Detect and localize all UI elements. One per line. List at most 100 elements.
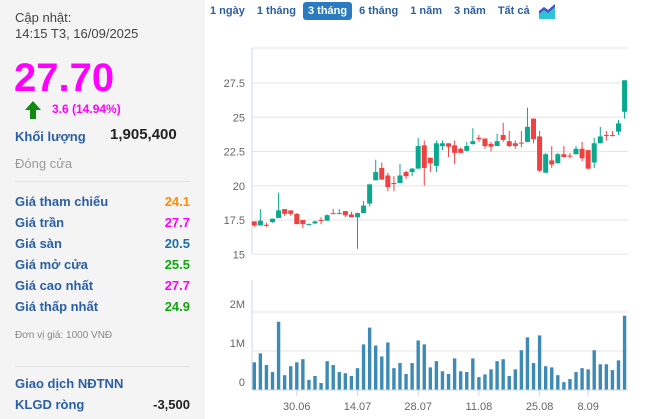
candle-body: [512, 143, 518, 147]
tab-range[interactable]: 3 năm: [454, 5, 486, 17]
volume-bar: [331, 365, 335, 390]
candle-body: [543, 154, 549, 173]
area-chart-icon[interactable]: [538, 3, 555, 19]
candle-body: [348, 214, 354, 218]
candle-body: [506, 141, 512, 147]
candle-body: [524, 126, 530, 142]
info-row-label: Giá mở cửa: [15, 257, 88, 272]
candle-body: [482, 138, 488, 147]
candle-body: [385, 175, 391, 188]
candle-body: [361, 205, 367, 214]
volume-bar: [483, 374, 487, 390]
candle-body: [433, 143, 439, 166]
candle-body: [312, 221, 318, 224]
candle-body: [324, 215, 330, 221]
y-tick-label: 15: [233, 249, 245, 261]
candle-body: [427, 157, 433, 164]
volume-tick-label: 1M: [230, 338, 245, 350]
tab-range[interactable]: Tất cả: [497, 5, 530, 17]
volume-bar: [422, 344, 426, 390]
candle-body: [622, 80, 628, 112]
volume-bar: [276, 321, 281, 390]
volume-bar: [531, 363, 536, 390]
volume-bar: [434, 361, 439, 390]
y-tick-label: 25: [233, 112, 245, 124]
y-tick-label: 17.5: [224, 215, 245, 227]
y-tick-label: 27.5: [224, 78, 245, 90]
volume-bar: [398, 363, 402, 390]
candle-body: [318, 220, 324, 221]
info-row-value: 20.5: [164, 236, 190, 251]
tab-range[interactable]: 6 tháng: [359, 5, 399, 17]
volume-bar: [507, 375, 511, 390]
volume-bar: [307, 379, 311, 390]
volume-bar: [568, 379, 572, 390]
divider: [15, 366, 190, 367]
volume-bar: [543, 366, 548, 390]
volume-bar: [343, 373, 348, 390]
stock-info-panel: Cập nhật: 14:15 T3, 16/09/2025 27.70 3.6…: [0, 0, 205, 419]
x-tick-label: 14.07: [344, 401, 372, 413]
volume-bar: [525, 337, 530, 390]
candle-body: [603, 135, 609, 137]
candle-body: [488, 143, 494, 147]
net-volume-value: -3,500: [153, 397, 190, 412]
y-tick-label: 22.5: [224, 147, 245, 159]
info-row-label: Giá trần: [15, 215, 65, 230]
tab-range[interactable]: 1 năm: [410, 5, 443, 17]
candle-body: [464, 146, 470, 151]
volume-bar: [325, 361, 329, 390]
candle-body: [549, 160, 555, 165]
info-row-label: Giá cao nhất: [15, 278, 94, 293]
candle-body: [336, 213, 342, 215]
tab-range[interactable]: 1 tháng: [256, 5, 296, 17]
volume-bar: [592, 350, 596, 390]
candle-body: [397, 175, 403, 184]
info-row-value: 27.7: [164, 215, 190, 230]
volume-bar: [495, 361, 499, 390]
volume-bar: [446, 374, 451, 390]
candle-body: [403, 172, 409, 177]
price-change: 3.6 (14.94%): [52, 102, 121, 116]
volume-bar: [586, 369, 590, 390]
volume-bar: [380, 356, 384, 390]
y-tick-label: 20: [233, 181, 245, 193]
x-tick-label: 30.06: [283, 401, 311, 413]
info-row-value: 27.7: [164, 278, 190, 293]
candle-body: [409, 168, 415, 173]
close-label: Đóng cửa: [15, 156, 73, 171]
volume-bar: [556, 375, 560, 390]
current-price: 27.70: [14, 56, 115, 100]
info-row-value: 24.9: [164, 299, 190, 314]
tab-range[interactable]: 3 tháng: [302, 2, 353, 20]
volume-bar: [367, 327, 372, 390]
volume-bar: [604, 364, 609, 390]
candle-body: [391, 183, 397, 185]
candle-body: [342, 211, 348, 216]
candle-body: [251, 221, 257, 226]
volume-value: 1,905,400: [110, 126, 177, 143]
info-row-label: Giá thấp nhất: [15, 299, 99, 314]
volume-bar: [386, 342, 390, 390]
candle-body: [415, 146, 421, 169]
volume-bar: [416, 340, 420, 390]
candle-body: [537, 136, 543, 171]
volume-bar: [282, 375, 287, 390]
volume-bar: [428, 367, 433, 390]
volume-bar: [301, 359, 305, 390]
volume-bar: [355, 368, 360, 390]
candle-body: [421, 145, 427, 168]
candle-body: [446, 143, 452, 147]
candle-body: [470, 141, 476, 144]
volume-bar: [349, 375, 354, 390]
arrow-up-icon: [25, 101, 41, 119]
tab-range[interactable]: 1 ngày: [210, 5, 245, 17]
candle-body: [591, 143, 597, 163]
volume-bar: [519, 350, 524, 390]
candle-body: [561, 154, 567, 157]
volume-bar: [270, 372, 275, 390]
candle-body: [476, 137, 482, 140]
info-row-value: 24.1: [164, 194, 190, 209]
chart-background: [205, 22, 665, 419]
divider: [15, 181, 190, 182]
